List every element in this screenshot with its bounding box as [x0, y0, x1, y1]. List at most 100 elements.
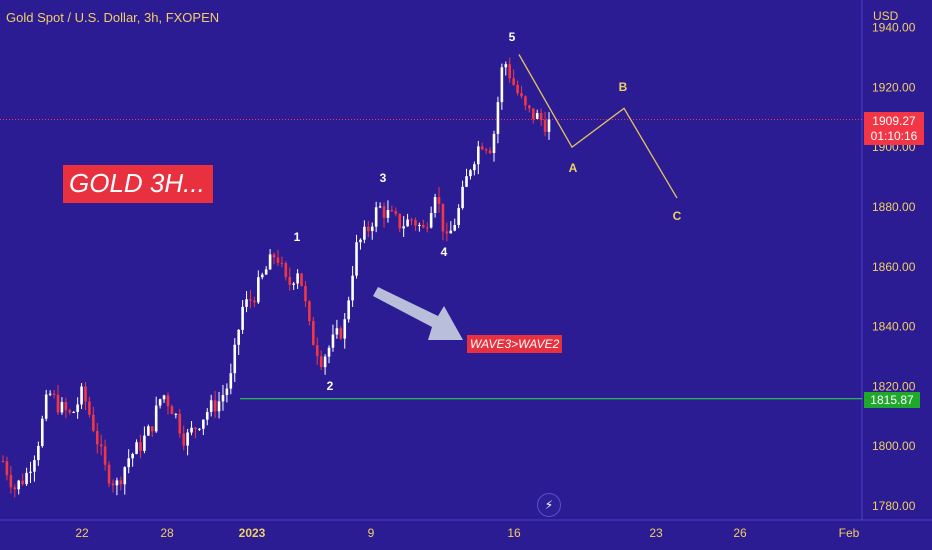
candle-body — [260, 274, 264, 278]
candle-body — [123, 467, 127, 485]
candle-body — [13, 487, 17, 490]
candle-body — [233, 344, 237, 374]
candle-body — [312, 321, 315, 346]
candle-body — [308, 301, 311, 322]
arrow-shape — [373, 287, 463, 340]
candle-body — [186, 432, 189, 446]
x-tick-label: 2023 — [239, 526, 266, 540]
candle-body — [414, 220, 417, 226]
candle-body — [52, 393, 56, 395]
wave-number-label: 2 — [327, 379, 334, 393]
candle-body — [429, 213, 433, 228]
candle-body — [359, 239, 362, 243]
candle-body — [68, 410, 72, 413]
y-tick-label: 1800.00 — [872, 439, 916, 453]
candle-body — [516, 84, 519, 94]
x-tick-label: Feb — [839, 526, 860, 540]
candle-body — [453, 224, 457, 231]
x-tick-label: 26 — [733, 526, 747, 540]
wave-number-label: 1 — [294, 230, 301, 244]
candle-body — [292, 283, 295, 285]
candle-body — [127, 458, 130, 468]
candle-body — [351, 275, 354, 301]
gold-3h-label: GOLD 3H... — [63, 165, 213, 203]
candle-body — [343, 319, 347, 339]
candle-body — [5, 461, 9, 476]
candle-body — [170, 406, 174, 415]
candle-body — [115, 480, 119, 486]
candle-body — [484, 149, 488, 151]
candle-body — [547, 119, 551, 132]
candle-body — [531, 108, 535, 119]
candle-body — [150, 426, 154, 432]
candle-body — [327, 347, 331, 357]
lightning-icon[interactable]: ⚡︎ — [537, 493, 561, 517]
candle-body — [154, 405, 158, 432]
y-tick-label: 1880.00 — [872, 200, 916, 214]
candle-body — [190, 427, 193, 433]
candle-body — [131, 453, 134, 459]
candle-body — [347, 300, 350, 320]
candle-body — [135, 442, 138, 454]
candle-body — [268, 254, 272, 270]
y-tick-label: 1840.00 — [872, 320, 916, 334]
x-tick-label: 23 — [649, 526, 663, 540]
candle-body — [80, 386, 83, 405]
candle-body — [272, 254, 276, 258]
candle-body — [520, 93, 523, 97]
candle-body — [441, 203, 445, 232]
candle-body — [543, 120, 547, 132]
candle-body — [209, 400, 213, 413]
candle-body — [174, 413, 178, 415]
candle-body — [64, 402, 68, 411]
candle-body — [331, 334, 335, 348]
candle-body — [406, 219, 409, 227]
candle-body — [288, 276, 292, 285]
candle-body — [202, 419, 205, 429]
wave3-wave2-label: WAVE3>WAVE2 — [467, 335, 563, 353]
y-tick-label: 1780.00 — [872, 499, 916, 513]
candle-body — [512, 78, 515, 85]
candle-body — [304, 285, 307, 302]
candle-body — [229, 373, 233, 389]
candle-body — [528, 105, 531, 109]
candle-body — [524, 96, 527, 106]
candle-body — [225, 388, 229, 396]
candle-body — [473, 164, 476, 171]
candle-body — [88, 401, 91, 415]
projection-letter-label: C — [673, 209, 682, 223]
wave-number-label: 4 — [441, 245, 448, 259]
candle-body — [95, 430, 99, 445]
candle-body — [445, 231, 449, 234]
candle-body — [44, 394, 48, 419]
candle-body — [390, 209, 394, 212]
candle-body — [500, 67, 504, 103]
projection-letter-label: B — [619, 80, 628, 94]
candle-body — [158, 399, 162, 406]
candle-body — [363, 226, 366, 240]
y-tick-label: 1920.00 — [872, 80, 916, 94]
candle-body — [370, 226, 374, 232]
candle-body — [194, 427, 197, 429]
candle-body — [40, 418, 44, 446]
candle-body — [29, 471, 32, 473]
last-price-value: 1909.27 — [872, 114, 916, 128]
last-price-tag: 1909.27 01:10:16 — [864, 112, 924, 145]
candle-body — [315, 345, 319, 357]
candle-body — [476, 146, 480, 165]
candle-body — [535, 113, 539, 119]
candle-body — [241, 306, 244, 330]
candle-body — [496, 102, 500, 134]
candle-body — [319, 356, 323, 368]
candle-body — [437, 197, 441, 204]
candle-body — [72, 412, 76, 414]
candle-body — [166, 395, 170, 407]
x-tick-label: 22 — [75, 526, 89, 540]
wave-number-label: 5 — [509, 30, 516, 44]
candle-body — [280, 262, 284, 264]
candle-body — [217, 401, 221, 412]
candle-body — [335, 328, 339, 335]
candle-body — [9, 475, 13, 488]
